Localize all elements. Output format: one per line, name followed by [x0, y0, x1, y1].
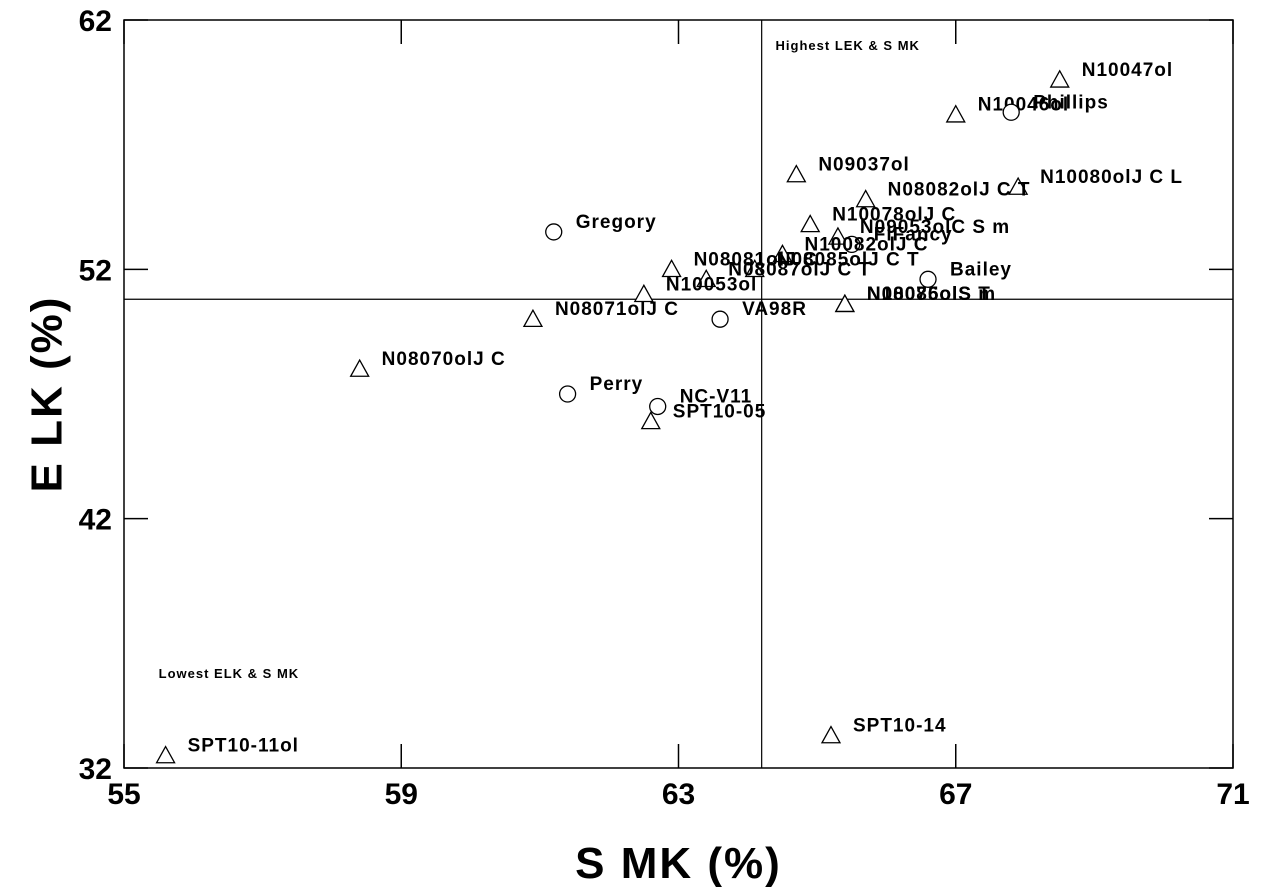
- circle-marker: [545, 223, 563, 241]
- point-label: FlFancy: [874, 224, 953, 245]
- point-label: N08071olJ C: [555, 299, 679, 320]
- plot-frame: [123, 19, 1234, 769]
- point-label: Gregory: [576, 212, 657, 233]
- point-label: SPT10-14: [853, 716, 947, 737]
- triangle-marker: [744, 258, 765, 278]
- triangle-marker: [155, 745, 176, 764]
- point-label: N10080olJ C L: [1040, 167, 1183, 188]
- point-label: N10053ol: [666, 274, 757, 295]
- point-label: SPT10-11ol: [188, 736, 299, 757]
- point-label: VA98R: [742, 299, 807, 320]
- x-tick-label: 55: [107, 778, 140, 811]
- triangle-marker: [633, 283, 654, 303]
- point-label: N08086olS m: [867, 284, 996, 305]
- circle-marker: [1002, 103, 1020, 121]
- point-label: Bailey: [950, 259, 1012, 280]
- point-label: N10046ol: [978, 95, 1069, 116]
- triangle-marker: [834, 293, 855, 313]
- quadrant-annotation: Highest LEK & S MK: [776, 38, 920, 53]
- y-tick-label: 42: [79, 504, 112, 537]
- point-label: N08082olJ C T: [888, 180, 1031, 201]
- axes-layer: 55 59 63 67 71 32 42 52 62 Highest LEK & S MK Lowe…: [79, 5, 1250, 811]
- triangle-marker: [786, 164, 807, 183]
- triangle-marker: [661, 258, 682, 278]
- point-label: N09053olC S m: [860, 217, 1010, 238]
- point-label: N10047ol: [1082, 60, 1173, 81]
- triangle-marker: [855, 189, 876, 208]
- point-label: N08085olJ C T: [777, 249, 920, 270]
- point-label: SPT10-05: [673, 401, 767, 422]
- circle-marker: [919, 270, 937, 288]
- y-tick-label: 32: [79, 753, 112, 786]
- x-axis-title: S MK (%): [575, 839, 782, 888]
- x-tick-label: 63: [662, 778, 695, 811]
- point-label: N10075olS T: [867, 284, 991, 305]
- point-label: Phillips: [1033, 92, 1109, 113]
- point-label: N10078olJ C: [832, 204, 956, 225]
- triangle-marker: [827, 226, 849, 245]
- triangle-marker: [772, 244, 793, 263]
- triangle-marker: [640, 411, 661, 430]
- y-tick-label: 52: [79, 254, 112, 287]
- triangle-marker: [800, 214, 821, 233]
- point-label: Perry: [590, 374, 644, 395]
- triangle-marker: [820, 725, 842, 744]
- point-label: N09037ol: [818, 155, 909, 176]
- triangle-marker: [945, 104, 966, 123]
- circle-marker: [649, 397, 667, 416]
- x-tick-label: 59: [385, 778, 418, 811]
- x-tick-label: 71: [1216, 778, 1249, 811]
- circle-marker: [711, 310, 729, 328]
- x-tick-label: 67: [939, 778, 972, 811]
- triangle-marker: [522, 308, 544, 328]
- triangle-marker: [696, 268, 717, 288]
- point-label: N08087olJ C T: [728, 259, 871, 280]
- triangle-marker: [1008, 176, 1029, 195]
- triangle-marker: [349, 358, 370, 377]
- point-label: N10082olJ C: [804, 234, 928, 255]
- y-axis-title: E LK (%): [22, 296, 71, 493]
- point-label: N08070olJ C: [382, 349, 506, 370]
- point-label: NC-V11: [680, 386, 753, 407]
- circle-marker: [558, 385, 577, 403]
- quadrant-annotation: Lowest ELK & S MK: [159, 666, 300, 681]
- y-tick-label: 62: [79, 5, 112, 38]
- circle-marker: [843, 235, 861, 254]
- triangle-marker: [1049, 69, 1070, 88]
